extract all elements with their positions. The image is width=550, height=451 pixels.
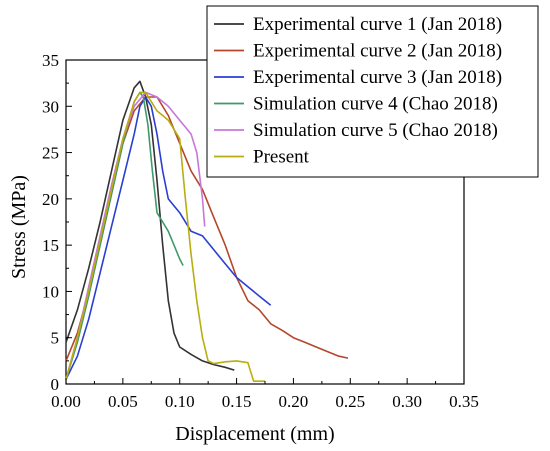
legend: Experimental curve 1 (Jan 2018) Experimen… xyxy=(206,5,539,178)
series-line-5 xyxy=(65,91,206,380)
y-tick-label: 15 xyxy=(42,236,59,255)
y-axis-title: Stress (MPa) xyxy=(8,175,30,279)
series-line-4 xyxy=(65,91,184,380)
x-tick-label: 0.15 xyxy=(222,392,252,411)
y-tick-label: 25 xyxy=(42,144,59,163)
x-tick-label: 0.00 xyxy=(51,392,81,411)
legend-label-6: Present xyxy=(253,147,310,168)
y-tick-label: 5 xyxy=(51,329,60,348)
x-tick-label: 0.30 xyxy=(392,392,422,411)
x-tick-label: 0.25 xyxy=(335,392,365,411)
legend-label-2: Experimental curve 2 (Jan 2018) xyxy=(253,41,502,62)
legend-label-1: Experimental curve 1 (Jan 2018) xyxy=(253,14,502,35)
y-tick-label: 30 xyxy=(42,97,59,116)
x-tick-label: 0.10 xyxy=(165,392,195,411)
x-axis-ticks: 0.00 0.05 0.10 0.15 0.20 0.25 0.30 0.35 xyxy=(51,378,479,411)
y-tick-label: 35 xyxy=(42,51,59,70)
x-axis-title: Displacement (mm) xyxy=(175,423,334,445)
legend-label-4: Simulation curve 4 (Chao 2018) xyxy=(253,94,498,115)
x-tick-label: 0.05 xyxy=(108,392,138,411)
x-tick-label: 0.35 xyxy=(449,392,479,411)
series-line-1 xyxy=(65,80,235,371)
y-tick-label: 20 xyxy=(42,190,59,209)
y-tick-label: 0 xyxy=(51,375,60,394)
y-tick-label: 10 xyxy=(42,282,59,301)
legend-label-5: Simulation curve 5 (Chao 2018) xyxy=(253,120,498,141)
series-line-3 xyxy=(65,96,272,380)
x-tick-label: 0.20 xyxy=(279,392,309,411)
series-line-6 xyxy=(65,91,265,382)
series-lines xyxy=(65,80,349,382)
y-axis-ticks: 0 5 10 15 20 25 30 35 xyxy=(42,51,72,394)
legend-box xyxy=(206,5,539,178)
legend-label-3: Experimental curve 3 (Jan 2018) xyxy=(253,67,502,88)
